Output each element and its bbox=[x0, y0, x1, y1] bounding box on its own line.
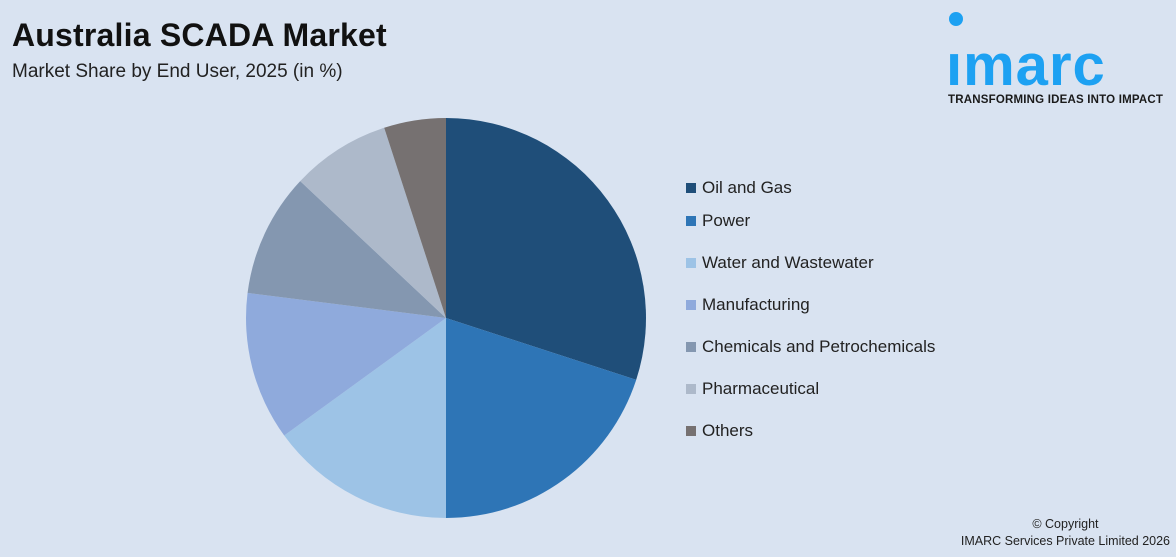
legend-label: Oil and Gas bbox=[702, 178, 792, 197]
logo-tagline: TRANSFORMING IDEAS INTO IMPACT bbox=[948, 94, 1164, 106]
logo-wordmark: ımarc bbox=[946, 33, 1106, 98]
copyright-notice: © Copyright IMARC Services Private Limit… bbox=[961, 516, 1170, 550]
legend-item-pharmaceutical: Pharmaceutical bbox=[686, 368, 935, 410]
legend-swatch-icon bbox=[686, 216, 696, 226]
chart-legend: Oil and Gas Power Water and Wastewater M… bbox=[686, 176, 935, 452]
legend-item-oil-and-gas: Oil and Gas bbox=[686, 176, 935, 200]
legend-swatch-icon bbox=[686, 258, 696, 268]
imarc-logo: ımarc TRANSFORMING IDEAS INTO IMPACT bbox=[946, 10, 1172, 110]
chart-subtitle: Market Share by End User, 2025 (in %) bbox=[12, 61, 343, 82]
legend-item-manufacturing: Manufacturing bbox=[686, 284, 935, 326]
legend-label: Chemicals and Petrochemicals bbox=[702, 337, 936, 356]
copyright-line-1: © Copyright bbox=[1032, 517, 1099, 531]
pie-slice-others bbox=[384, 118, 446, 318]
pie-slice-water-and-wastewater bbox=[284, 318, 446, 518]
legend-label: Others bbox=[702, 421, 754, 440]
legend-swatch-icon bbox=[686, 384, 696, 394]
legend-swatch-icon bbox=[686, 342, 696, 352]
legend-item-water-and-wastewater: Water and Wastewater bbox=[686, 242, 935, 284]
legend-swatch-icon bbox=[686, 183, 696, 193]
pie-slice-manufacturing bbox=[246, 292, 446, 436]
pie-slices bbox=[246, 118, 646, 518]
chart-title: Australia SCADA Market bbox=[12, 17, 387, 53]
legend-item-power: Power bbox=[686, 200, 935, 242]
pie-slice-chemicals-and-petrochemicals bbox=[247, 181, 446, 318]
legend-swatch-icon bbox=[686, 426, 696, 436]
legend-item-chemicals-and-petrochemicals: Chemicals and Petrochemicals bbox=[686, 326, 935, 368]
legend-label: Pharmaceutical bbox=[702, 379, 820, 398]
pie-slice-power bbox=[446, 318, 637, 518]
pie-slice-oil-and-gas bbox=[446, 118, 646, 380]
legend-label: Manufacturing bbox=[702, 295, 810, 314]
legend-item-others: Others bbox=[686, 410, 935, 452]
legend-label: Water and Wastewater bbox=[702, 253, 874, 272]
pie-slice-pharmaceutical bbox=[300, 127, 446, 318]
legend-label: Power bbox=[702, 211, 751, 230]
copyright-line-2: IMARC Services Private Limited 2026 bbox=[960, 534, 1170, 548]
logo-dot-icon bbox=[949, 12, 963, 26]
legend-swatch-icon bbox=[686, 300, 696, 310]
